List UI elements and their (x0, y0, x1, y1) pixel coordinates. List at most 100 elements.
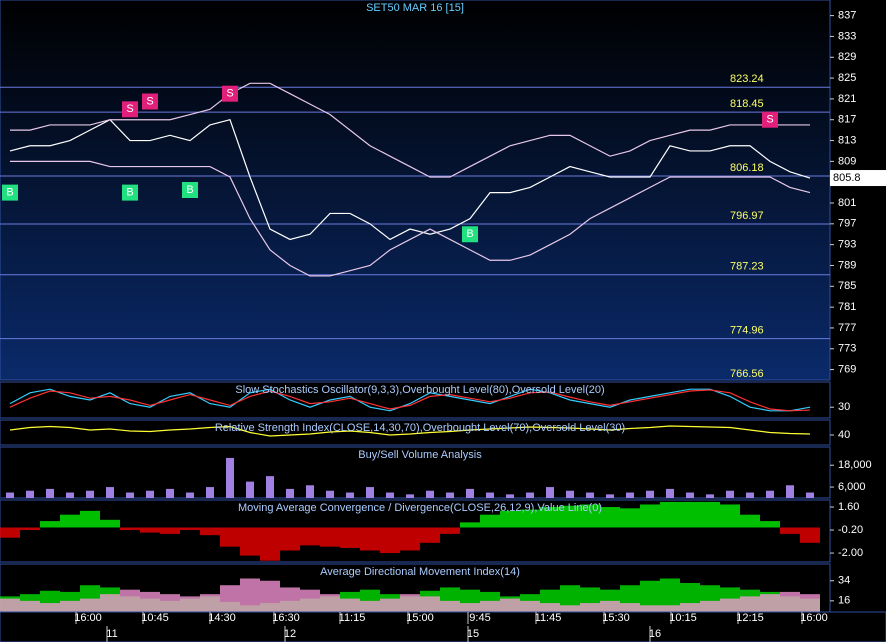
time-label: 9:45 (469, 612, 490, 624)
panel-title: Buy/Sell Volume Analysis (358, 449, 482, 461)
volume-bar (486, 492, 494, 498)
panel-background (0, 419, 831, 446)
volume-bar (526, 492, 534, 498)
panel-title: Moving Average Convergence / Divergence(… (238, 502, 602, 514)
volume-bar (446, 492, 454, 498)
series-line (9, 388, 811, 412)
y-tick-label: 781 (838, 301, 856, 313)
area-slice (200, 594, 220, 612)
volume-bar (566, 490, 574, 498)
level-label: 796.97 (730, 210, 764, 222)
area-slice (740, 514, 760, 528)
area-slice (780, 591, 800, 612)
volume-bar (546, 487, 554, 498)
signal-marker (762, 111, 778, 128)
day-label: 16 (649, 628, 661, 640)
area-slice (280, 527, 300, 551)
signal-label: S (766, 114, 773, 126)
volume-bar (686, 492, 694, 498)
volume-bar (226, 457, 234, 498)
volume-bar (26, 490, 34, 498)
area-slice (720, 504, 740, 528)
time-label: 12:15 (736, 612, 764, 624)
series-line (9, 118, 811, 241)
area-slice (680, 603, 700, 612)
time-label: 14:30 (208, 612, 236, 624)
time-label: 16:00 (800, 612, 828, 624)
y-tick-label: 18,000 (838, 459, 872, 471)
signal-marker (122, 184, 138, 201)
y-tick-label: 793 (838, 239, 856, 251)
area-slice (660, 605, 680, 612)
area-slice (240, 527, 260, 556)
area-slice (80, 598, 100, 612)
area-slice (240, 578, 260, 612)
area-slice (500, 598, 520, 612)
y-tick-label: 789 (838, 259, 856, 271)
y-tick-label: 817 (838, 114, 856, 126)
area-slice (800, 527, 820, 543)
area-slice (540, 507, 560, 528)
time-label: 15:00 (406, 612, 434, 624)
time-label: 15:30 (602, 612, 630, 624)
level-label: 774.96 (730, 324, 764, 336)
area-slice (120, 589, 140, 612)
y-tick-label: 797 (838, 218, 856, 230)
area-slice (400, 594, 420, 612)
time-label: 11:45 (535, 612, 562, 624)
y-tick-label: 801 (838, 197, 856, 209)
volume-bar (66, 492, 74, 498)
signal-label: B (126, 187, 133, 199)
area-slice (140, 527, 160, 533)
y-tick-label: -2.00 (838, 547, 863, 559)
area-slice (160, 594, 180, 612)
area-slice (480, 514, 500, 528)
volume-bar (786, 485, 794, 498)
y-tick-label: 829 (838, 51, 856, 63)
signal-label: B (186, 184, 193, 196)
area-slice (20, 527, 40, 531)
signal-marker (182, 182, 198, 198)
signal-marker (142, 93, 158, 110)
area-slice (600, 600, 620, 612)
area-slice (780, 527, 800, 534)
volume-bar (346, 492, 354, 498)
area-slice (60, 600, 80, 612)
area-slice (320, 594, 340, 612)
area-slice (580, 504, 600, 528)
area-slice (700, 600, 720, 612)
area-slice (300, 589, 320, 612)
volume-bar (246, 481, 254, 498)
area-slice (340, 598, 360, 612)
level-label: 787.23 (730, 261, 764, 273)
area-slice (260, 527, 280, 561)
area-slice (340, 527, 360, 548)
area-slice (200, 527, 220, 536)
y-tick-label: 825 (838, 72, 856, 84)
panel-title: Slow Stochastics Oscillator(9,3,3),Overb… (235, 384, 604, 396)
time-label: 10:45 (141, 612, 169, 624)
area-slice (380, 598, 400, 612)
volume-bar (606, 494, 614, 498)
y-tick-label: 769 (838, 363, 856, 375)
area-slice (660, 501, 680, 528)
panel-title: Average Directional Movement Index(14) (320, 566, 520, 578)
volume-bar (106, 487, 114, 498)
area-slice (600, 507, 620, 528)
area-slice (520, 509, 540, 528)
area-slice (140, 591, 160, 612)
area-slice (560, 605, 580, 612)
series-line (10, 160, 811, 277)
y-tick-label: 813 (838, 134, 856, 146)
area-slice (180, 527, 200, 531)
area-slice (580, 603, 600, 612)
volume-bar (46, 488, 54, 498)
volume-bar (206, 487, 214, 498)
y-tick-label: 833 (838, 30, 856, 42)
area-slice (0, 527, 20, 538)
volume-bar (466, 488, 474, 498)
volume-bar (406, 494, 414, 498)
area-slice (540, 603, 560, 612)
area-slice (560, 505, 580, 528)
volume-bar (626, 492, 634, 498)
